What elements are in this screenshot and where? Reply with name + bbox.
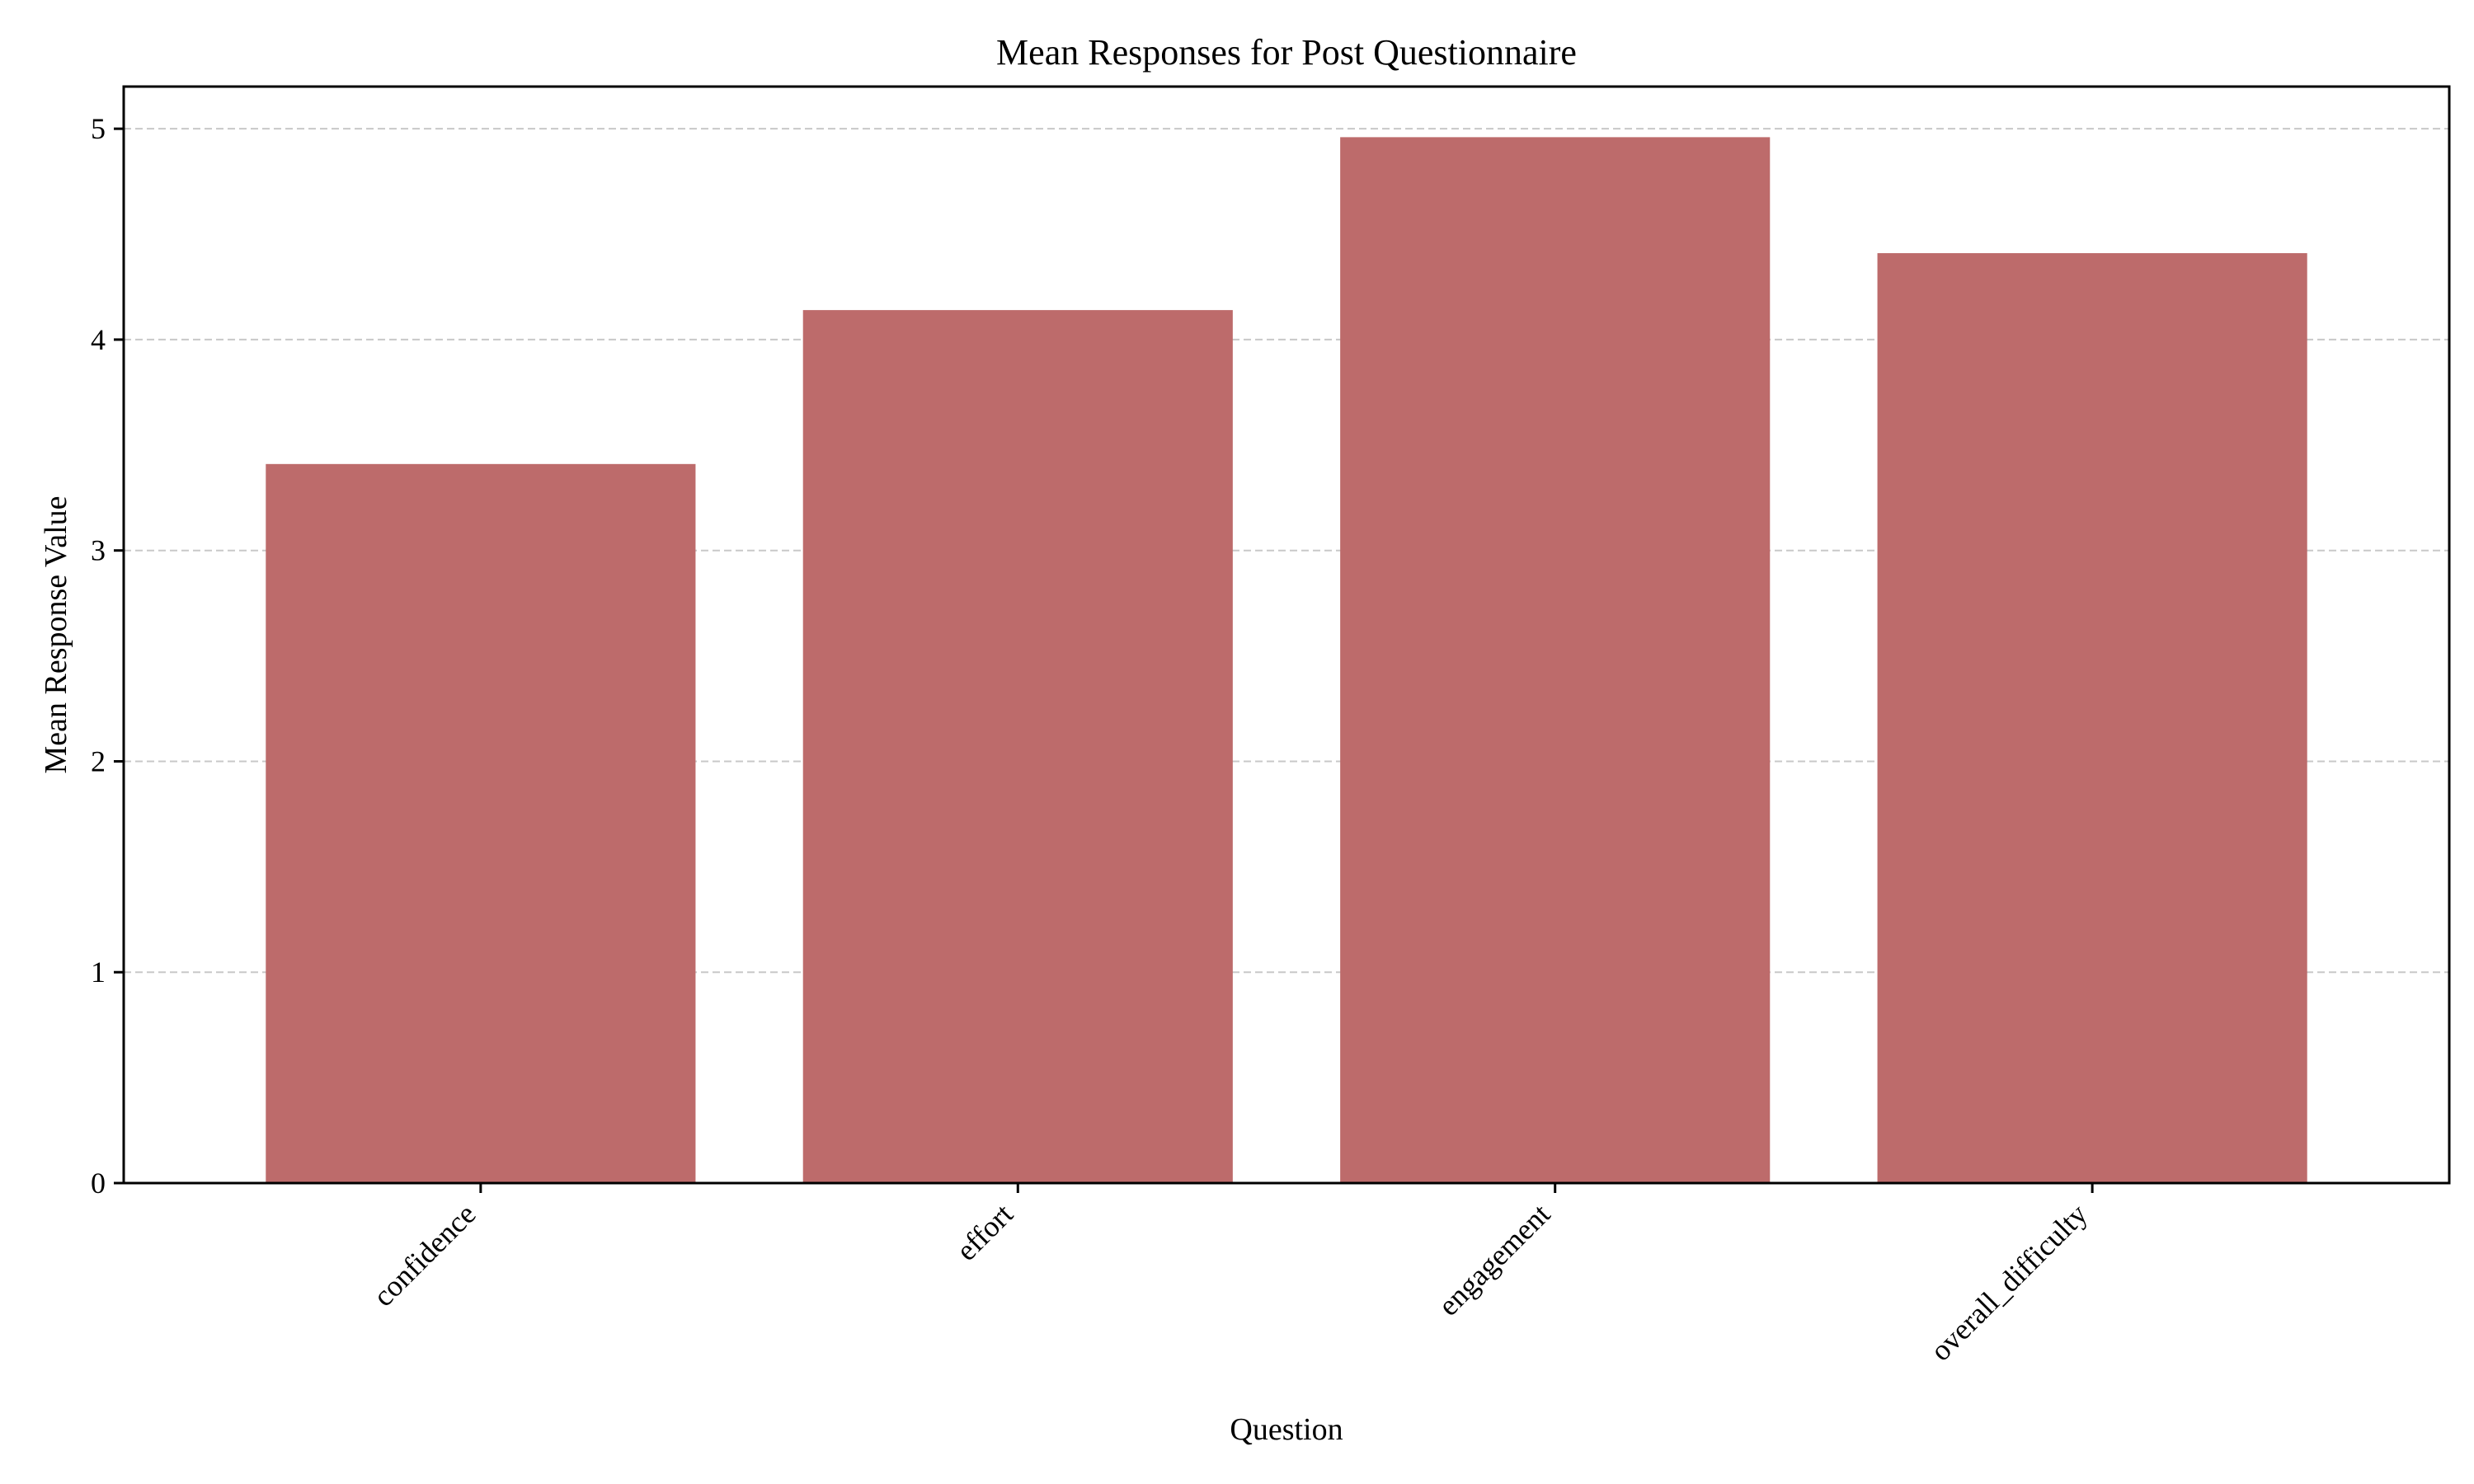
y-axis-title: Mean Response Value: [39, 495, 73, 773]
plot-area-frame: [122, 85, 2451, 1185]
y-axis-ticks: 0 1 2 3 4 5: [91, 112, 124, 1200]
x-axis-title: Question: [1230, 1412, 1343, 1447]
x-tick-label-effort: effort: [950, 1197, 1019, 1266]
x-axis-ticks: confidence effort engagement overall_diffic…: [367, 1183, 2094, 1367]
bars: [266, 137, 2307, 1184]
y-tick-label-0: 0: [91, 1167, 106, 1200]
y-tick-label-5: 5: [91, 112, 106, 145]
x-tick-label-overall-difficulty: overall_difficulty: [1924, 1197, 2094, 1367]
bar-confidence: [266, 463, 696, 1183]
bar-effort: [802, 310, 1233, 1184]
bar-overall-difficulty: [1877, 253, 2307, 1184]
y-tick-label-2: 2: [91, 744, 106, 777]
y-tick-label-4: 4: [91, 323, 106, 356]
bar-engagement: [1340, 137, 1771, 1183]
chart-title: Mean Responses for Post Questionnaire: [996, 32, 1577, 73]
x-tick-label-engagement: engagement: [1432, 1197, 1556, 1322]
y-tick-label-3: 3: [91, 534, 106, 567]
x-tick-label-confidence: confidence: [367, 1197, 482, 1313]
y-tick-label-1: 1: [91, 956, 106, 989]
